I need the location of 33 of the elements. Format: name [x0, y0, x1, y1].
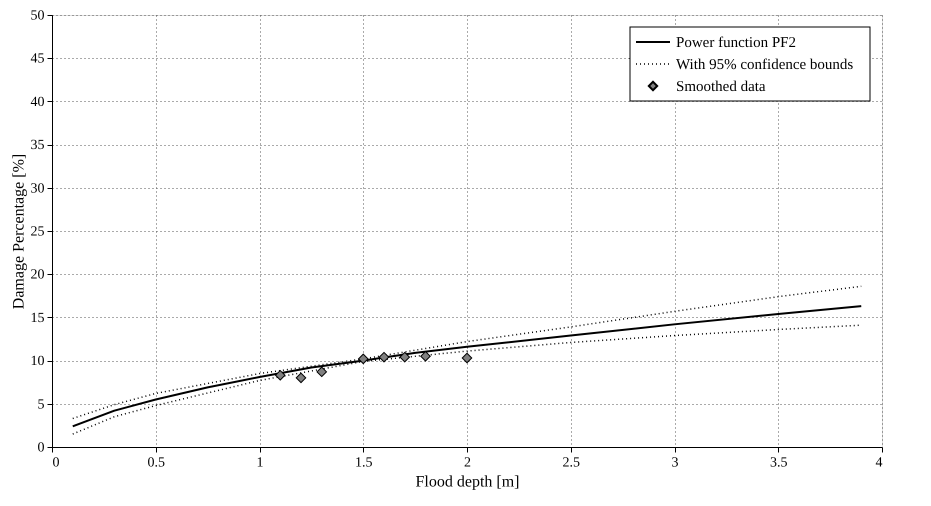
y-tick-label: 10 — [30, 354, 44, 370]
legend-label: Power function PF2 — [676, 35, 796, 51]
y-tick-label: 30 — [30, 181, 44, 196]
y-tick-label: 0 — [38, 440, 44, 456]
y-axis-title: Damage Percentage [%] — [10, 154, 28, 310]
x-tick-label: 3.5 — [770, 456, 788, 470]
point — [275, 370, 286, 381]
y-tick-label: 45 — [30, 52, 44, 67]
y-tick-label: 5 — [38, 397, 44, 412]
x-tick-label: 2.5 — [562, 456, 580, 470]
point — [378, 352, 390, 362]
point — [400, 352, 410, 362]
y-tick-label: 35 — [30, 138, 44, 154]
x-tick-label: 1.5 — [355, 456, 372, 470]
y-tick-label: 15 — [30, 310, 44, 326]
y-tick-label: 25 — [30, 224, 44, 240]
y-tick-label: 50 — [30, 8, 44, 24]
point — [462, 352, 472, 364]
legend-label: With 95% confidence bounds — [676, 57, 854, 73]
x-tick-label: 0.5 — [148, 456, 165, 470]
legend-label: Smoothed data — [676, 79, 766, 95]
point — [358, 354, 368, 364]
x-tick-label: 3 — [672, 456, 678, 470]
point — [420, 351, 431, 362]
point — [316, 366, 327, 378]
x-tick-label: 4 — [876, 456, 882, 470]
x-tick-label: 2 — [464, 456, 471, 470]
y-tick-label: 20 — [30, 268, 44, 283]
x-tick-label: 1 — [256, 456, 264, 470]
y-tick-label: 40 — [30, 94, 44, 110]
point — [296, 372, 306, 384]
x-tick-label: 0 — [52, 456, 60, 470]
x-axis-title: Flood depth [m] — [416, 474, 520, 490]
